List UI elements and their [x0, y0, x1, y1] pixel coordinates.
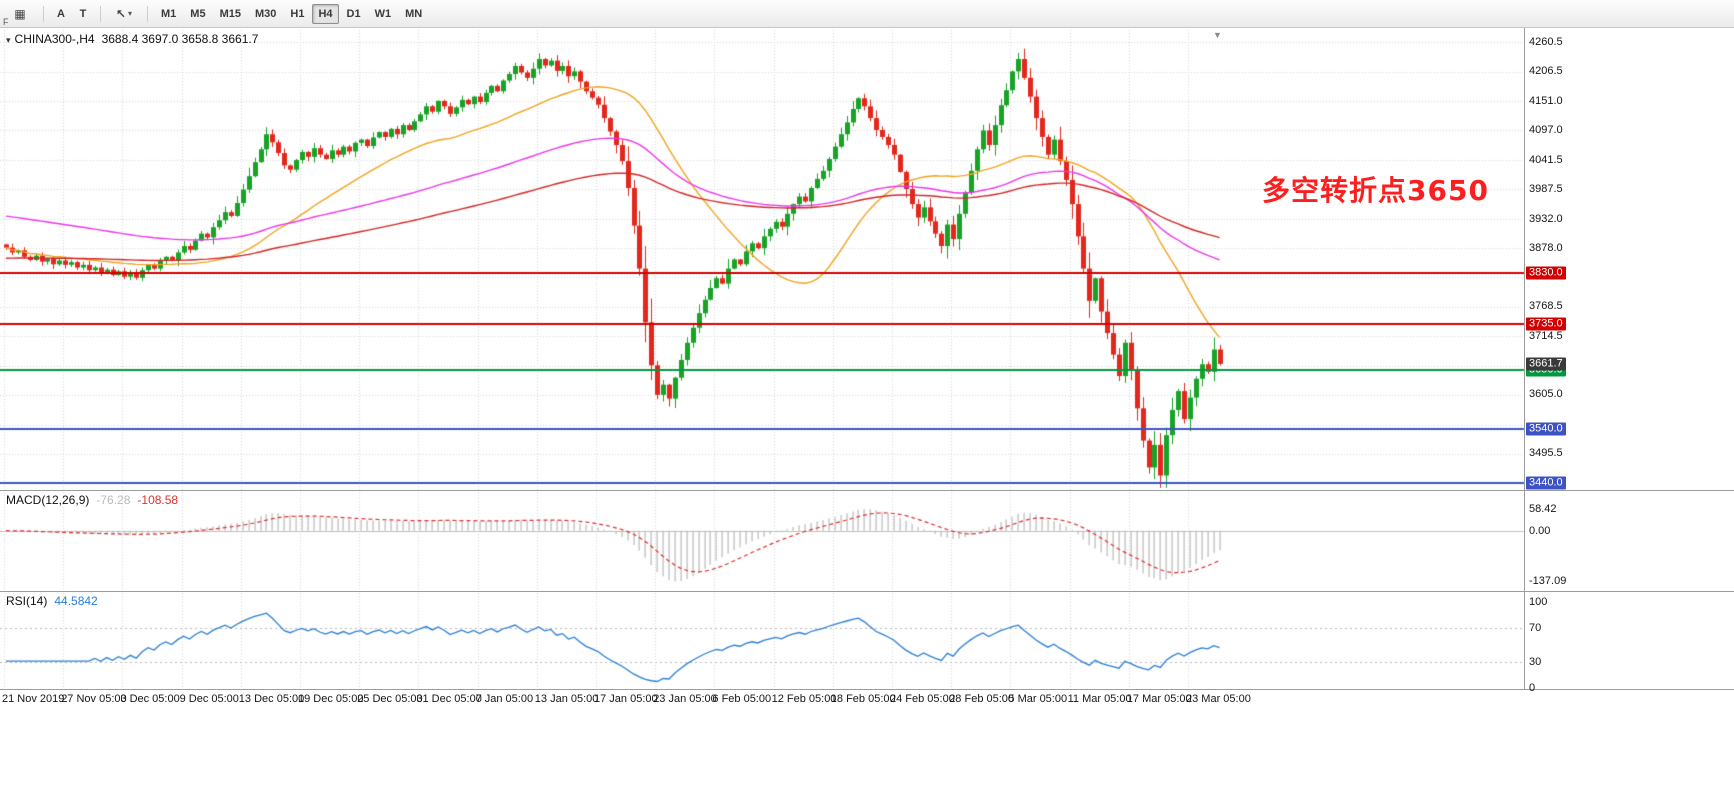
divider-main-macd[interactable] — [0, 490, 1734, 491]
date-label: 21 Nov 2019 — [2, 693, 65, 705]
toolbar: F ▦ A T ↖ ▾ M1 M5 M15 M30 H1 H4 D1 W1 MN — [0, 0, 1734, 28]
price-tick: 4151.0 — [1529, 94, 1563, 107]
date-label: 25 Dec 05:00 — [357, 693, 423, 705]
date-label: 12 Feb 05:00 — [771, 693, 837, 705]
tf-button-m30[interactable]: M30 — [249, 4, 282, 24]
macd-signal-value: -108.58 — [137, 493, 179, 507]
rsi-tick: 100 — [1529, 596, 1548, 608]
price-level-label: 3735.0 — [1526, 317, 1566, 331]
timeframe-group: M1 M5 M15 M30 H1 H4 D1 W1 MN — [154, 3, 429, 24]
date-label: 5 Mar 05:00 — [1008, 693, 1068, 705]
macd-tick: -137.09 — [1529, 575, 1567, 588]
price-tick: 3605.0 — [1529, 388, 1563, 401]
date-label: 27 Nov 05:00 — [61, 693, 127, 705]
chart-title: CHINA300-,H4 — [14, 32, 95, 46]
price-tick: 3987.5 — [1529, 182, 1563, 195]
rsi-label: RSI(14) — [6, 594, 48, 608]
window-icon: ▦ — [14, 6, 26, 21]
toolbar-separator — [100, 5, 101, 22]
chart-header: ▾ CHINA300-,H4 3688.4 3697.0 3658.8 3661.7 — [6, 32, 258, 46]
date-label: 19 Dec 05:00 — [298, 693, 364, 705]
toolbar-separator — [147, 5, 148, 22]
date-label: 7 Jan 05:00 — [475, 693, 534, 705]
cursor-icon: ↖ — [115, 6, 127, 21]
price-tick: 3932.0 — [1529, 212, 1563, 225]
date-label: 9 Dec 05:00 — [179, 693, 239, 705]
price-scale-separator — [1524, 28, 1525, 690]
price-level-label: 3540.0 — [1526, 422, 1566, 436]
macd-tick: 0.00 — [1529, 524, 1551, 537]
tf-button-m5[interactable]: M5 — [184, 4, 211, 24]
price-tick: 4206.5 — [1529, 65, 1563, 78]
chart-dropdown-icon[interactable]: ▾ — [6, 35, 11, 45]
divider-macd-rsi[interactable] — [0, 591, 1734, 592]
arrow-label-button[interactable]: A — [51, 4, 71, 24]
price-tick: 4041.5 — [1529, 153, 1563, 166]
new-chart-button[interactable]: ▦ — [4, 3, 36, 25]
text-label-button[interactable]: T — [73, 4, 93, 24]
price-tick: 4097.0 — [1529, 123, 1563, 136]
toolbar-separator — [43, 5, 44, 22]
tf-button-d1[interactable]: D1 — [341, 4, 367, 24]
date-label: 23 Jan 05:00 — [653, 693, 717, 705]
divider-rsi-dates — [0, 689, 1734, 690]
cursor-tool-button[interactable]: ↖ ▾ — [108, 3, 140, 25]
price-tick: 3878.0 — [1529, 241, 1563, 254]
date-label: 23 Mar 05:00 — [1186, 693, 1251, 705]
price-level-label: 3440.0 — [1526, 476, 1566, 490]
tf-button-m15[interactable]: M15 — [214, 4, 247, 24]
rsi-tick: 30 — [1529, 656, 1542, 669]
macd-label: MACD(12,26,9) — [6, 493, 90, 507]
macd-main-value: -76.28 — [96, 493, 131, 507]
chart-ohlc: 3688.4 3697.0 3658.8 3661.7 — [101, 32, 259, 46]
date-label: 28 Feb 05:00 — [949, 693, 1015, 705]
price-tick: 4260.5 — [1529, 36, 1563, 49]
date-label: 6 Feb 05:00 — [712, 693, 772, 705]
date-label: 24 Feb 05:00 — [890, 693, 955, 705]
tf-button-m1[interactable]: M1 — [155, 4, 182, 24]
rsi-tick: 0 — [1529, 682, 1536, 694]
macd-tick: 58.42 — [1529, 503, 1557, 516]
rsi-value: 44.5842 — [54, 594, 98, 608]
chart-shift-icon[interactable]: ▼ — [1213, 30, 1222, 40]
price-tick: 3495.5 — [1529, 447, 1563, 460]
date-label: 13 Jan 05:00 — [534, 693, 599, 705]
annotation-text: 多空转折点3650 — [1262, 174, 1489, 207]
current-price-label: 3661.7 — [1526, 357, 1566, 371]
date-label: 18 Feb 05:00 — [830, 693, 896, 705]
price-level-label: 3830.0 — [1526, 266, 1566, 280]
date-label: 17 Mar 05:00 — [1126, 693, 1192, 705]
chevron-down-icon: ▾ — [128, 9, 133, 18]
tf-button-h1[interactable]: H1 — [284, 4, 310, 24]
price-tick: 3768.5 — [1529, 300, 1563, 313]
date-label: 31 Dec 05:00 — [416, 693, 482, 705]
date-label: 13 Dec 05:00 — [238, 693, 305, 705]
macd-header: MACD(12,26,9) -76.28 -108.58 — [6, 493, 178, 507]
toolbar-corner-label: F — [3, 17, 9, 27]
tf-button-w1[interactable]: W1 — [369, 4, 398, 24]
date-label: 17 Jan 05:00 — [594, 693, 658, 705]
tf-button-h4[interactable]: H4 — [312, 3, 339, 24]
price-tick: 3714.5 — [1529, 329, 1563, 342]
date-label: 3 Dec 05:00 — [120, 693, 180, 705]
rsi-tick: 70 — [1529, 621, 1542, 634]
date-label: 11 Mar 05:00 — [1067, 693, 1132, 705]
tf-button-mn[interactable]: MN — [399, 4, 428, 24]
rsi-header: RSI(14) 44.5842 — [6, 594, 98, 608]
